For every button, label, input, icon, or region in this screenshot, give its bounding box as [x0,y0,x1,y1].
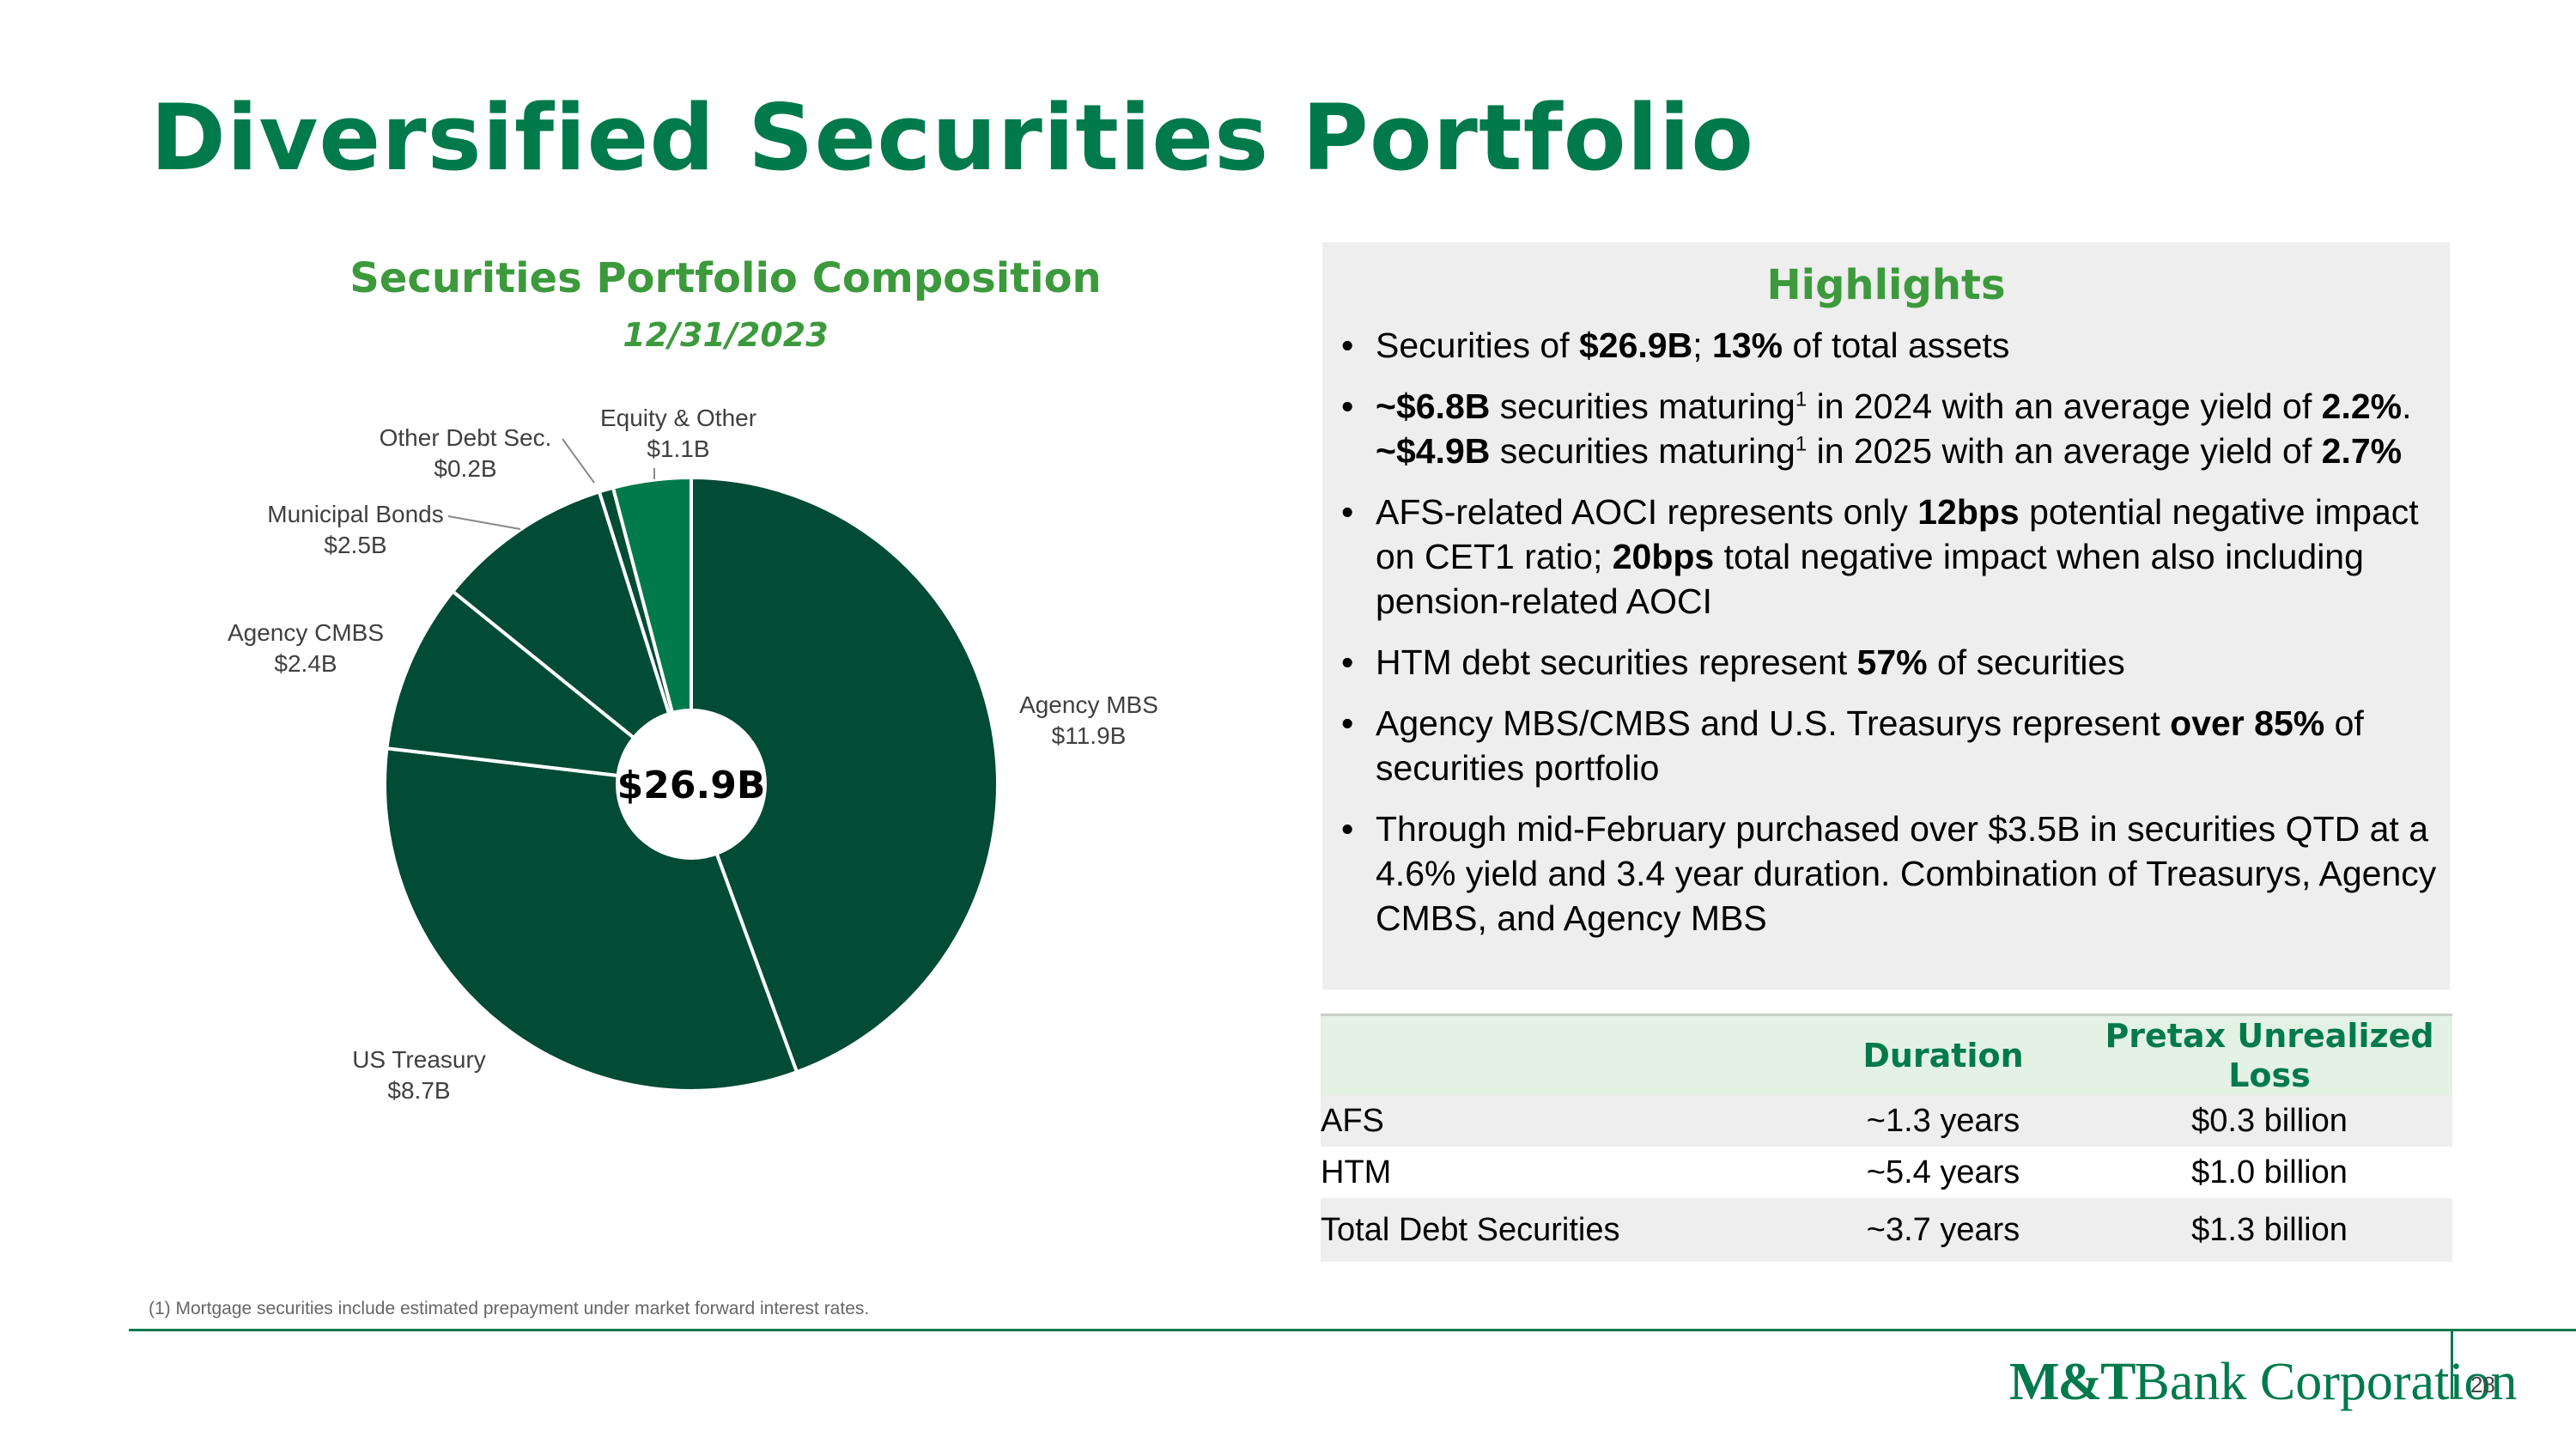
slice-value-label: $2.4B [274,650,337,677]
pie-slice-agency-cmbs [385,588,697,787]
slice-leader-line [562,438,595,484]
highlight-item: Through mid-February purchased over $3.5… [1341,807,2440,941]
table-cell-type: Total Debt Securities [1321,1212,1620,1248]
slice-value-label: $1.1B [647,435,709,462]
table-row: HTM ~5.4 years $1.0 billion [1321,1147,2452,1198]
table-cell-duration: ~5.4 years [1866,1154,2020,1190]
pie-center-hole [616,709,767,860]
table-cell-type: HTM [1321,1154,1392,1190]
slice-name-label: US Treasury [352,1046,486,1073]
slice-leader-line [447,515,521,530]
slice-name-label: Agency CMBS [228,619,384,646]
duration-table: Duration Pretax Unrealized Loss AFS ~1.3… [1321,1014,2452,1262]
page-title: Diversified Securities Portfolio [150,85,1755,191]
highlight-item: AFS-related AOCI represents only 12bps p… [1341,490,2440,624]
slice-name-label: Municipal Bonds [267,501,443,527]
pie-slice-agency-mbs [690,475,999,1075]
footer-divider [2451,1330,2453,1398]
slice-value-label: $11.9B [1052,722,1127,749]
slice-value-label: $0.2B [434,455,496,482]
pie-slice-equity-other [611,475,693,785]
table-cell-loss: $1.3 billion [2191,1212,2348,1248]
table-row: AFS ~1.3 years $0.3 billion [1321,1095,2452,1147]
table-row: Total Debt Securities ~3.7 years $1.3 bi… [1321,1198,2452,1262]
company-logo: M&TBank Corporation [2009,1352,2518,1413]
table-header-row: Duration Pretax Unrealized Loss [1321,1014,2452,1095]
table-cell-duration: ~3.7 years [1866,1212,2020,1248]
footer-rule [129,1329,2576,1331]
slice-name-label: Equity & Other [600,405,756,431]
highlights-heading: Highlights [1766,261,2006,309]
table-cell-loss: $0.3 billion [2191,1103,2348,1139]
table-cell-loss: $1.0 billion [2191,1154,2348,1190]
table-header-duration: Duration [1862,1037,2024,1075]
table-cell-duration: ~1.3 years [1866,1103,2020,1139]
footnote: (1) Mortgage securities include estimate… [149,1299,870,1318]
page-number: 28 [2470,1372,2495,1397]
chart-title: Securities Portfolio Composition [349,254,1102,302]
slice-name-label: Other Debt Sec. [380,424,552,451]
table-header-loss: Pretax Unrealized Loss [2105,1017,2434,1094]
highlight-item: ~$6.8B securities maturing1 in 2024 with… [1341,384,2440,473]
table-cell-type: AFS [1321,1103,1384,1139]
pie-slice-municipal-bonds [450,489,695,789]
logo-mt: M&T [2009,1353,2136,1411]
slice-value-label: $2.5B [324,532,386,558]
highlights-list: Securities of $26.9B; 13% of total asset… [1341,323,2440,957]
highlight-item: Securities of $26.9B; 13% of total asset… [1341,323,2440,368]
highlight-item: HTM debt securities represent 57% of sec… [1341,640,2440,685]
logo-text: Bank Corporation [2134,1353,2518,1411]
slice-value-label: $8.7B [387,1077,450,1104]
chart-date: 12/31/2023 [623,316,829,354]
pie-center-label: $26.9B [617,764,766,807]
highlights-panel: Highlights Securities of $26.9B; 13% of … [1322,242,2450,989]
highlight-item: Agency MBS/CMBS and U.S. Treasurys repre… [1341,701,2440,790]
slice-name-label: Agency MBS [1019,691,1158,718]
